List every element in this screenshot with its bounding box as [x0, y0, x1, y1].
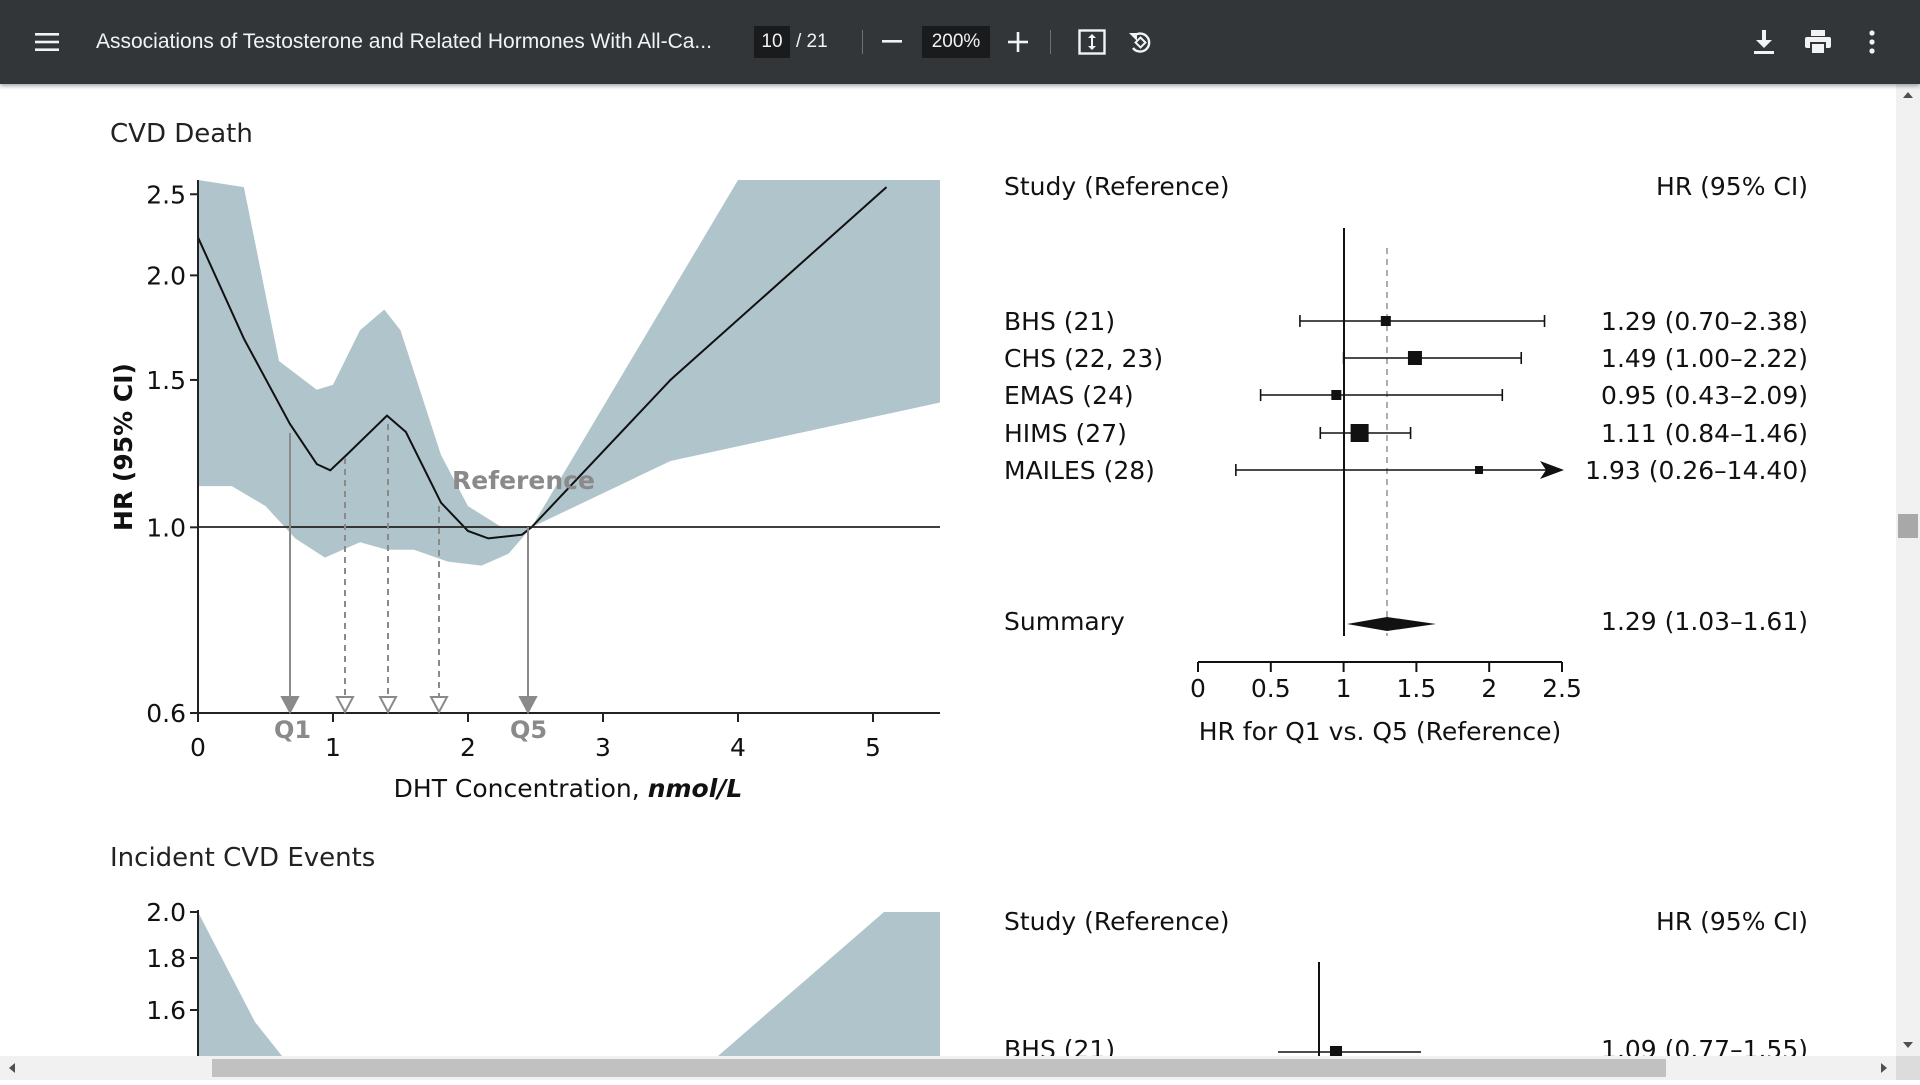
section-title-incident-cvd-events: Incident CVD Events [110, 843, 375, 873]
x-tick-label: 4 [730, 733, 746, 762]
x-tick-label: 5 [865, 733, 881, 762]
menu-icon[interactable] [28, 22, 68, 62]
more-options-icon[interactable] [1854, 24, 1890, 60]
forest-header-hr: HR (95% CI) [1656, 172, 1808, 201]
estimate-marker [1350, 424, 1369, 442]
y-tick-label: 2.5 [146, 180, 186, 209]
reference-label: Reference [452, 466, 595, 495]
estimate-marker [1407, 351, 1422, 365]
forest-rows: BHS (21) 1.29 (0.70–2.38) CHS (22, 23) 1.49… [1004, 307, 1808, 485]
forest-x-tick-label: 0 [1190, 674, 1206, 703]
y-tick-label: 0.6 [146, 699, 186, 728]
section-title-cvd-death: CVD Death [110, 119, 253, 149]
confidence-band [198, 912, 940, 1056]
print-icon[interactable] [1800, 24, 1836, 60]
forest-hr-value: 1.29 (0.70–2.38) [1601, 307, 1808, 336]
horizontal-scrollbar[interactable] [0, 1056, 1896, 1080]
x-tick-label: 2 [460, 733, 476, 762]
forest-study-label: EMAS (24) [1004, 381, 1134, 410]
forest-hr-value: 0.95 (0.43–2.09) [1601, 381, 1808, 410]
summary-diamond [1347, 617, 1436, 631]
quintile-arrowhead-4 [429, 696, 449, 715]
vertical-scrollbar[interactable] [1896, 84, 1920, 1056]
forest-x-tick-label: 1 [1336, 674, 1352, 703]
toolbar-divider [1050, 30, 1051, 54]
forest-x-tick-label: 1.5 [1397, 674, 1437, 703]
y-axis-label: HR (95% CI) [109, 363, 138, 531]
forest-x-tick-label: 2.5 [1542, 674, 1582, 703]
y-tick-label: 2.0 [146, 261, 186, 290]
spline-chart-incident-cvd: 1.6 1.8 2.0 [146, 898, 940, 1056]
quintile-arrowhead-3 [378, 696, 398, 715]
y-axis-ticks: 0.6 1.0 1.5 2.0 2.5 [146, 180, 198, 728]
y-tick-label: 1.0 [146, 513, 186, 542]
x-axis-label-unit: nmol/L [648, 774, 743, 803]
forest-study-label: HIMS (27) [1004, 419, 1127, 448]
forest-plot-cvd-death: Study (Reference) HR (95% CI) BHS (21) 1.… [1004, 172, 1808, 746]
scroll-up-icon[interactable] [1903, 92, 1913, 98]
x-axis-ticks: 0 1 2 3 4 5 [190, 713, 881, 762]
document-title: Associations of Testosterone and Related… [96, 30, 712, 53]
scroll-down-icon[interactable] [1903, 1042, 1913, 1048]
page-number-input[interactable]: 10 [754, 26, 790, 58]
forest-x-axis-ticks: 0 0.5 1 1.5 2 2.5 [1190, 662, 1582, 703]
y-tick-label: 1.8 [146, 944, 186, 973]
forest-study-label: CHS (22, 23) [1004, 344, 1163, 373]
estimate-marker [1380, 316, 1391, 326]
forest-x-tick-label: 2 [1481, 674, 1497, 703]
spline-chart-cvd-death: 0.6 1.0 1.5 2.0 2.5 0 1 2 3 4 5 Reference Q1 Q5 H… [109, 180, 940, 803]
page-total: / 21 [796, 31, 828, 52]
zoom-in-icon[interactable] [1000, 24, 1036, 60]
zoom-level-input[interactable]: 200% [922, 26, 990, 58]
x-tick-label: 1 [325, 733, 341, 762]
forest-study-label: MAILES (28) [1004, 456, 1155, 485]
q1-arrowhead [280, 696, 300, 715]
quintile-arrows [280, 424, 538, 715]
zoom-out-icon[interactable] [874, 26, 910, 58]
y-tick-label: 1.6 [146, 996, 186, 1025]
forest-header-hr: HR (95% CI) [1656, 907, 1808, 936]
download-icon[interactable] [1746, 24, 1782, 60]
fit-page-icon[interactable] [1074, 24, 1110, 60]
forest-study-label: BHS (21) [1004, 1035, 1115, 1056]
q5-label: Q5 [510, 716, 547, 744]
forest-study-label: BHS (21) [1004, 307, 1115, 336]
summary-label: Summary [1004, 607, 1125, 636]
forest-x-tick-label: 0.5 [1251, 674, 1291, 703]
vertical-scroll-thumb[interactable] [1898, 514, 1918, 538]
confidence-band [198, 180, 940, 566]
scroll-left-icon[interactable] [9, 1063, 15, 1073]
pdf-page-viewer[interactable]: CVD Death 0.6 1.0 1.5 2.0 2.5 0 1 2 3 4 5 Referen… [0, 84, 1896, 1056]
scrollbar-corner [1896, 1056, 1920, 1080]
forest-hr-value: 1.09 (0.77–1.55) [1601, 1035, 1808, 1056]
horizontal-scroll-thumb[interactable] [212, 1059, 1666, 1077]
forest-header-study: Study (Reference) [1004, 907, 1230, 936]
toolbar-divider [862, 30, 863, 54]
forest-x-axis-label: HR for Q1 vs. Q5 (Reference) [1199, 717, 1562, 746]
x-axis-label: DHT Concentration, nmol/L [394, 774, 743, 803]
estimate-marker [1331, 390, 1342, 400]
rotate-icon[interactable] [1122, 24, 1158, 60]
summary-hr: 1.29 (1.03–1.61) [1601, 607, 1808, 636]
quintile-arrowhead-2 [335, 696, 355, 715]
estimate-marker [1330, 1046, 1342, 1056]
y-tick-label: 2.0 [146, 898, 186, 927]
estimate-marker [1475, 466, 1484, 474]
forest-hr-value: 1.93 (0.26–14.40) [1585, 456, 1808, 485]
q1-label: Q1 [274, 716, 311, 744]
forest-hr-value: 1.49 (1.00–2.22) [1601, 344, 1808, 373]
x-tick-label: 0 [190, 733, 206, 762]
scroll-right-icon[interactable] [1881, 1063, 1887, 1073]
ci-arrow-icon [1540, 461, 1564, 479]
x-tick-label: 3 [595, 733, 611, 762]
x-axis-label-main: DHT Concentration, [394, 774, 648, 803]
forest-plot-incident-cvd: Study (Reference) HR (95% CI) BHS (21) 1… [1004, 907, 1808, 1056]
forest-hr-value: 1.11 (0.84–1.46) [1601, 419, 1808, 448]
y-tick-label: 1.5 [146, 366, 186, 395]
forest-header-study: Study (Reference) [1004, 172, 1230, 201]
y-axis-ticks: 1.6 1.8 2.0 [146, 898, 198, 1025]
pdf-toolbar: Associations of Testosterone and Related… [0, 0, 1920, 84]
q5-arrowhead [518, 696, 538, 715]
